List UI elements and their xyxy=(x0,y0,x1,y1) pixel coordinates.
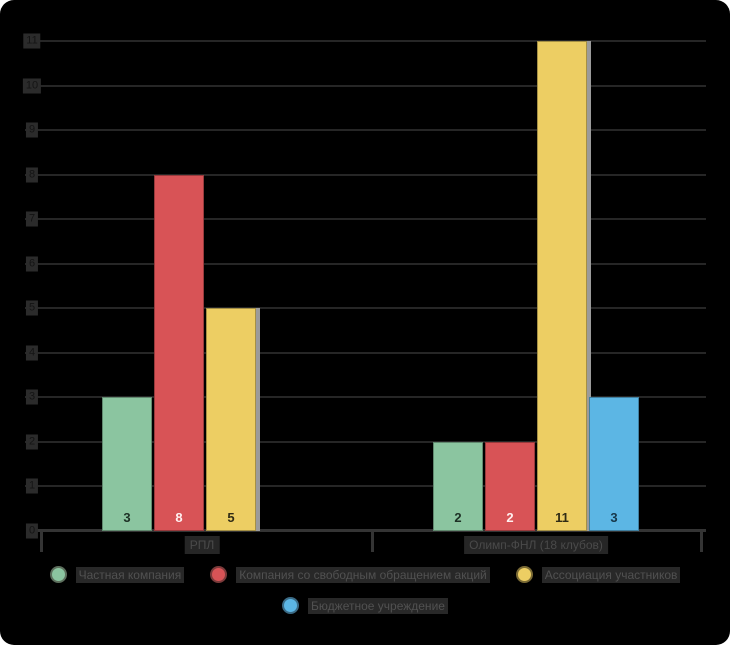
bar-РПЛ-Компания со свободным обращением акций[interactable]: 8 xyxy=(154,174,204,531)
legend-color-dot xyxy=(282,597,300,614)
bar-Олимп-ФНЛ (18 клубов)-Бюджетное учреждение[interactable]: 3 xyxy=(589,397,639,531)
legend-label: Частная компания xyxy=(75,566,185,583)
legend-label: Ассоциация участников xyxy=(541,566,681,583)
legend-item-Бюджетное учреждение[interactable]: Бюджетное учреждение xyxy=(282,597,448,614)
x-axis-tick xyxy=(700,531,703,552)
legend-item-Компания со свободным обращением акций[interactable]: Компания со свободным обращением акций xyxy=(210,566,490,583)
legend-item-Ассоциация участников[interactable]: Ассоциация участников xyxy=(515,566,681,583)
y-axis-tick-label: 4 xyxy=(25,345,39,361)
gridline xyxy=(25,39,706,42)
x-axis-category-label: РПЛ xyxy=(184,536,220,554)
gridline xyxy=(25,173,706,176)
y-axis-tick-label: 7 xyxy=(25,211,39,227)
x-axis-tick xyxy=(371,531,374,552)
legend-row-1: Частная компания Компания со свободным об… xyxy=(0,566,730,583)
bar-value-label: 11 xyxy=(555,509,569,525)
y-axis-tick-label: 3 xyxy=(25,389,39,405)
bar-value-label: 3 xyxy=(610,509,618,525)
legend-row-2: Бюджетное учреждение xyxy=(0,597,730,614)
legend-color-dot xyxy=(49,566,67,583)
x-axis-category-label: Олимп-ФНЛ (18 клубов) xyxy=(464,536,608,554)
bar-value-label: 3 xyxy=(123,509,131,525)
y-axis-tick-label: 8 xyxy=(25,167,39,183)
gridline xyxy=(25,351,706,354)
bar-value-label: 2 xyxy=(454,509,462,525)
bar-РПЛ-Частная компания[interactable]: 3 xyxy=(102,397,152,531)
gridline xyxy=(25,129,706,132)
legend-label: Компания со свободным обращением акций xyxy=(236,566,490,583)
bar-Олимп-ФНЛ (18 клубов)-Частная компания[interactable]: 2 xyxy=(433,441,483,531)
y-axis-tick-label: 1 xyxy=(25,478,39,494)
gridline xyxy=(25,396,706,399)
y-axis-tick-label: 2 xyxy=(25,434,39,450)
bar-Олимп-ФНЛ (18 клубов)-Компания со свободным обращением акций[interactable]: 2 xyxy=(485,441,535,531)
gridline xyxy=(25,485,706,488)
bar-Олимп-ФНЛ (18 клубов)-Ассоциация участников[interactable]: 11 xyxy=(537,40,587,531)
bar-value-label: 8 xyxy=(175,509,183,525)
x-axis-tick xyxy=(40,531,43,552)
y-axis-tick-label: 0 xyxy=(25,523,39,539)
y-axis-tick-label: 10 xyxy=(22,78,42,93)
bar-РПЛ-Ассоциация участников[interactable]: 5 xyxy=(206,308,256,531)
legend-item-Частная компания[interactable]: Частная компания xyxy=(49,566,185,583)
y-axis-tick-label: 6 xyxy=(25,256,39,272)
bar-value-label: 2 xyxy=(506,509,514,525)
legend-color-dot xyxy=(210,566,228,583)
x-axis-line xyxy=(35,529,706,532)
gridline xyxy=(25,84,706,87)
y-axis-tick-label: 11 xyxy=(23,33,41,49)
bar-value-label: 5 xyxy=(227,510,235,525)
y-axis-tick-label: 9 xyxy=(25,122,39,138)
y-axis-tick-label: 5 xyxy=(25,300,39,316)
gridline xyxy=(25,307,706,310)
gridline xyxy=(25,262,706,265)
legend-color-dot xyxy=(515,566,533,583)
gridline xyxy=(25,218,706,221)
legend-label: Бюджетное учреждение xyxy=(308,597,448,614)
gridline xyxy=(25,440,706,443)
